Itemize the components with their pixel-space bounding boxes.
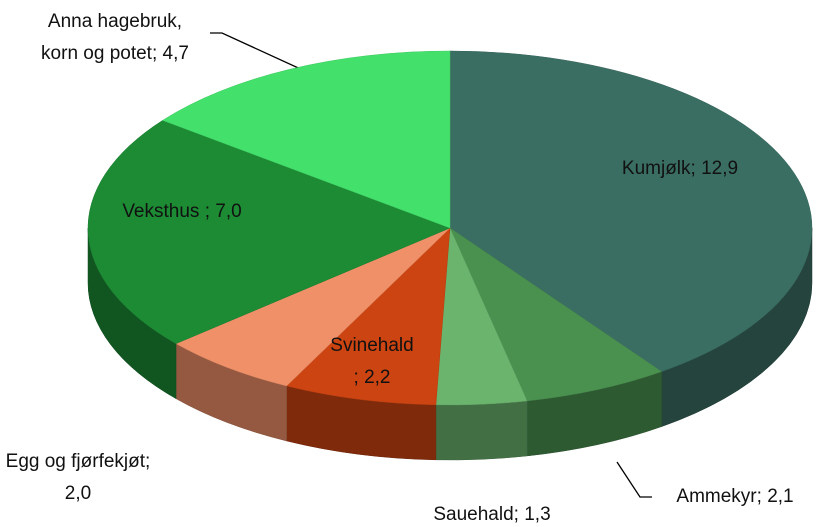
label-separator: ; [690,158,696,179]
category-label: Veksthus [122,201,200,222]
data-label: Egg og fjørfekjøt; 2,0 [0,446,156,510]
label-separator: ; [756,486,762,507]
side-group [87,227,813,461]
slice [449,50,813,372]
data-label: Svinehald ; 2,2 [326,330,418,394]
slice [449,227,663,402]
value-label: 7,0 [215,201,242,222]
data-label: Sauehald; 1,3 [407,499,577,527]
value-label: 2,0 [64,483,92,504]
value-label: 2,2 [364,367,391,388]
slice [87,120,451,344]
label-separator: ; [151,43,158,64]
data-label: Veksthus ; 7,0 [82,196,282,228]
value-label: 1,3 [524,504,551,525]
data-label: Anna hagebruk, korn og potet; 4,7 [34,6,196,70]
leader-line [616,461,652,498]
slice-side [435,400,528,461]
label-separator: ; [204,201,210,222]
top-group [87,50,813,406]
slice [286,227,451,406]
value-label: 2,1 [767,486,794,507]
category-label: Anna hagebruk, korn og potet [41,11,183,64]
category-label: Kumjølk [621,158,691,179]
category-label: Egg og fjørfekjøt [5,451,146,472]
slice [175,227,451,387]
value-label: 12,9 [701,158,739,179]
label-separator: ; [145,451,151,472]
label-separator: ; [353,367,359,388]
label-separator: ; [513,504,519,525]
value-label: 4,7 [162,43,189,64]
category-label: Svinehald [330,335,414,356]
leader-line [210,32,319,78]
category-label: Sauehald [433,504,514,525]
slice [162,50,451,229]
data-label: Ammekyr; 2,1 [650,481,816,513]
category-label: Ammekyr [676,486,757,507]
data-label: Kumjølk; 12,9 [550,153,810,185]
